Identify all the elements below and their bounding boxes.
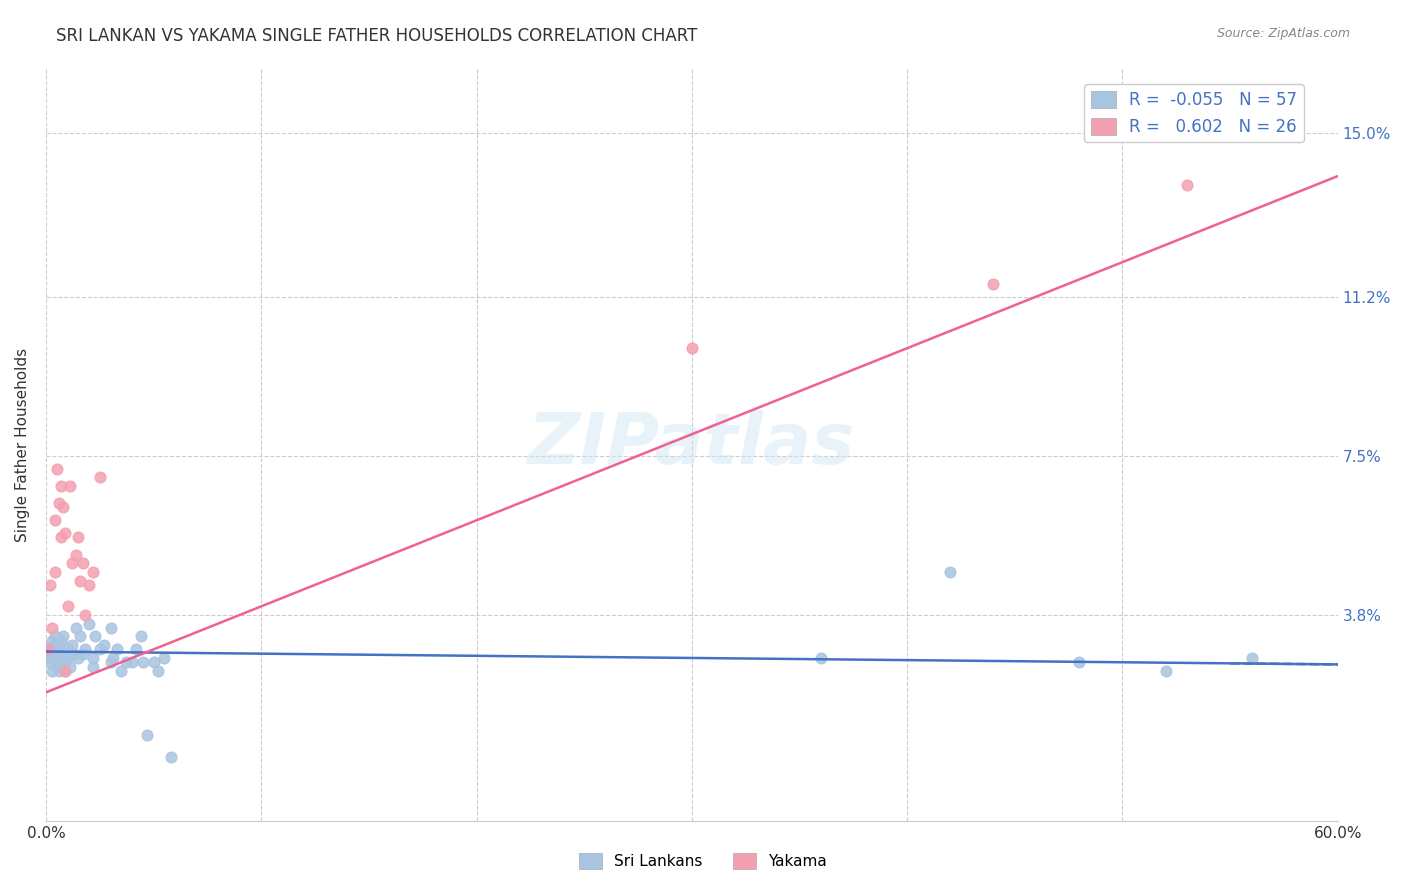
Point xyxy=(69,574,91,588)
Point xyxy=(100,655,122,669)
Point xyxy=(142,655,165,669)
Point xyxy=(53,664,76,678)
Point xyxy=(45,461,67,475)
Point xyxy=(53,655,76,669)
Text: ZIPatlas: ZIPatlas xyxy=(529,410,856,480)
Point xyxy=(48,496,70,510)
Point xyxy=(56,599,79,614)
Point xyxy=(41,664,63,678)
Point xyxy=(39,578,62,592)
Point xyxy=(49,655,72,669)
Point xyxy=(44,513,66,527)
Point xyxy=(67,531,90,545)
Point xyxy=(45,647,67,661)
Point xyxy=(45,659,67,673)
Point xyxy=(48,664,70,678)
Point xyxy=(105,642,128,657)
Point xyxy=(41,621,63,635)
Point xyxy=(48,642,70,657)
Point xyxy=(52,659,75,673)
Point xyxy=(84,630,107,644)
Point xyxy=(132,655,155,669)
Text: SRI LANKAN VS YAKAMA SINGLE FATHER HOUSEHOLDS CORRELATION CHART: SRI LANKAN VS YAKAMA SINGLE FATHER HOUSE… xyxy=(56,27,697,45)
Point xyxy=(41,642,63,657)
Point xyxy=(59,659,82,673)
Point xyxy=(1240,651,1263,665)
Point xyxy=(53,526,76,541)
Point xyxy=(60,638,83,652)
Point xyxy=(110,664,132,678)
Point xyxy=(60,557,83,571)
Point xyxy=(53,664,76,678)
Point xyxy=(939,565,962,579)
Point xyxy=(82,651,104,665)
Point xyxy=(73,607,96,622)
Point xyxy=(44,638,66,652)
Point xyxy=(125,642,148,657)
Point xyxy=(56,651,79,665)
Point xyxy=(63,647,86,661)
Point xyxy=(52,500,75,515)
Point xyxy=(44,630,66,644)
Point xyxy=(45,638,67,652)
Point xyxy=(77,616,100,631)
Point xyxy=(82,659,104,673)
Point xyxy=(146,664,169,678)
Point xyxy=(981,277,1004,291)
Point xyxy=(67,651,90,665)
Point xyxy=(65,621,87,635)
Point xyxy=(56,642,79,657)
Point xyxy=(153,651,176,665)
Point xyxy=(39,655,62,669)
Point xyxy=(39,651,62,665)
Point xyxy=(1069,655,1091,669)
Legend: Sri Lankans, Yakama: Sri Lankans, Yakama xyxy=(572,847,834,875)
Point xyxy=(1154,664,1177,678)
Point xyxy=(69,630,91,644)
Point xyxy=(72,647,94,661)
Point xyxy=(129,630,152,644)
Point xyxy=(72,557,94,571)
Point xyxy=(73,642,96,657)
Point xyxy=(49,531,72,545)
Point xyxy=(77,578,100,592)
Point xyxy=(49,651,72,665)
Point xyxy=(114,655,136,669)
Point xyxy=(681,341,703,355)
Point xyxy=(52,630,75,644)
Point xyxy=(121,655,143,669)
Legend: R =  -0.055   N = 57, R =   0.602   N = 26: R = -0.055 N = 57, R = 0.602 N = 26 xyxy=(1084,85,1303,143)
Point xyxy=(160,750,183,764)
Point xyxy=(82,565,104,579)
Point xyxy=(44,565,66,579)
Point xyxy=(41,633,63,648)
Point xyxy=(59,479,82,493)
Text: Source: ZipAtlas.com: Source: ZipAtlas.com xyxy=(1216,27,1350,40)
Point xyxy=(65,548,87,562)
Y-axis label: Single Father Households: Single Father Households xyxy=(15,348,30,542)
Point xyxy=(93,638,115,652)
Point xyxy=(101,651,124,665)
Point xyxy=(136,728,159,742)
Point xyxy=(44,651,66,665)
Point xyxy=(49,633,72,648)
Point xyxy=(49,479,72,493)
Point xyxy=(100,621,122,635)
Point xyxy=(89,470,111,484)
Point xyxy=(89,642,111,657)
Point xyxy=(1175,178,1198,192)
Point xyxy=(810,651,832,665)
Point xyxy=(37,642,59,657)
Point xyxy=(37,642,59,657)
